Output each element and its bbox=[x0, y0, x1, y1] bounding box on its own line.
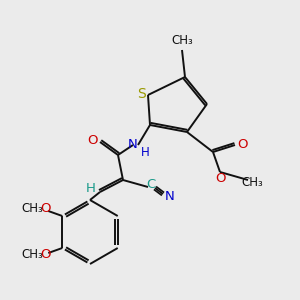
Text: S: S bbox=[136, 87, 146, 101]
Text: CH₃: CH₃ bbox=[241, 176, 263, 190]
Text: CH₃: CH₃ bbox=[21, 202, 43, 215]
Text: O: O bbox=[87, 134, 97, 146]
Text: C: C bbox=[146, 178, 156, 191]
Text: O: O bbox=[238, 137, 248, 151]
Text: CH₃: CH₃ bbox=[171, 34, 193, 47]
Text: H: H bbox=[86, 182, 96, 196]
Text: O: O bbox=[216, 172, 226, 185]
Text: O: O bbox=[40, 248, 50, 262]
Text: N: N bbox=[128, 137, 138, 151]
Text: H: H bbox=[141, 146, 149, 158]
Text: O: O bbox=[40, 202, 50, 215]
Text: CH₃: CH₃ bbox=[21, 248, 43, 262]
Text: N: N bbox=[165, 190, 175, 202]
